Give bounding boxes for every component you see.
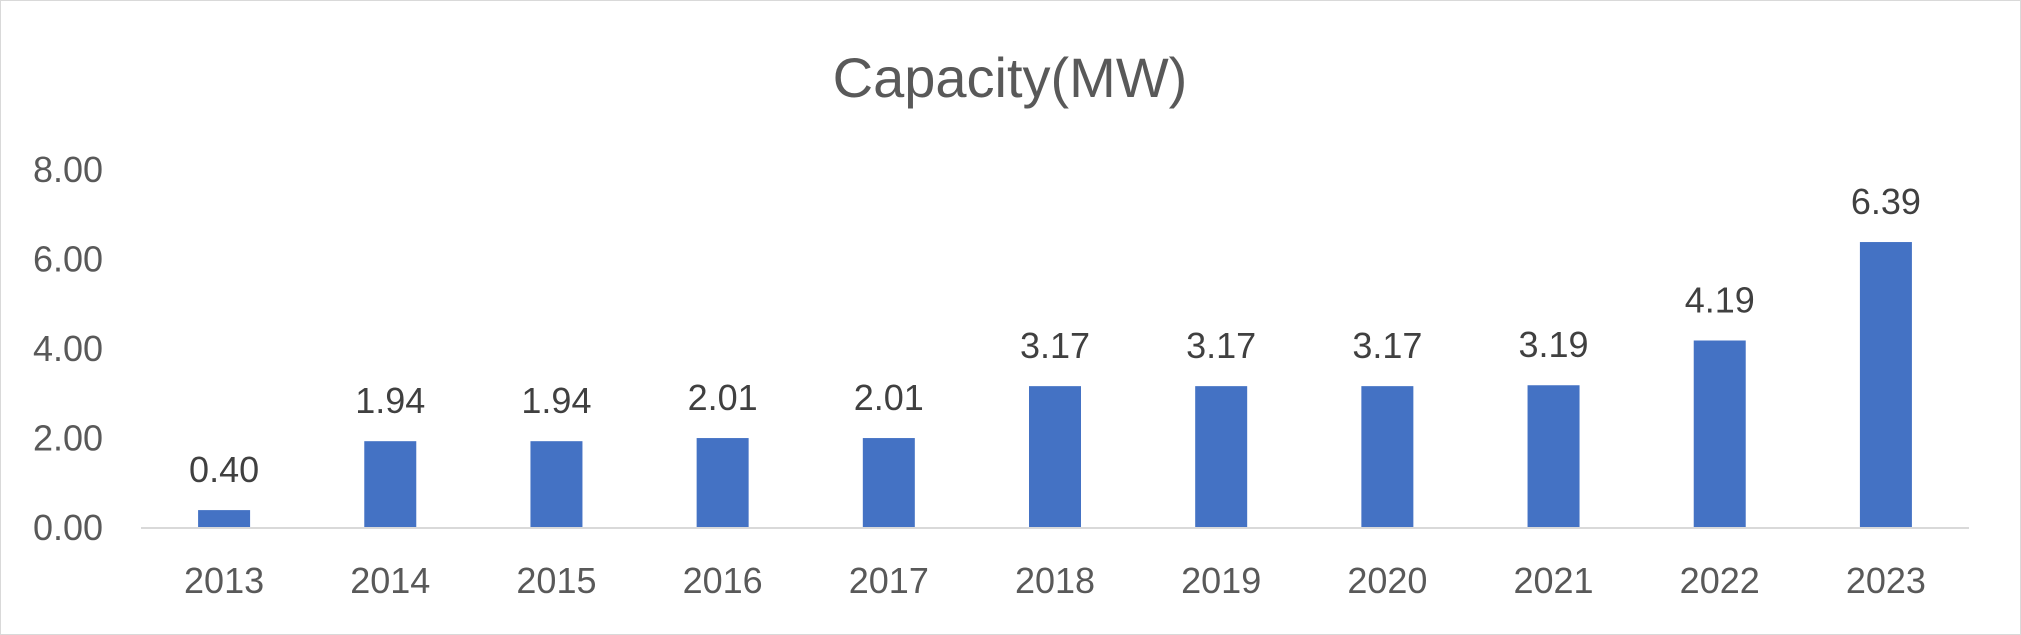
- bar-2015: [530, 441, 583, 528]
- bar-2016: [696, 438, 749, 528]
- x-tick-label-2017: 2017: [849, 560, 929, 601]
- data-label-2018: 3.17: [1020, 325, 1090, 366]
- bar-2019: [1195, 386, 1248, 528]
- x-axis-labels: 2013 2014 2015 2016 2017 2018 2019 2020 2021 2022…: [184, 560, 1926, 601]
- data-label-2016: 2.01: [688, 377, 758, 418]
- y-tick-label: 6.00: [33, 239, 103, 280]
- y-tick-label: 0.00: [33, 507, 103, 548]
- y-axis-labels: 0.00 2.00 4.00 6.00 8.00: [33, 149, 103, 548]
- x-tick-label-2022: 2022: [1680, 560, 1760, 601]
- bar-2017: [862, 438, 915, 528]
- x-tick-label-2016: 2016: [683, 560, 763, 601]
- bar-2014: [364, 441, 417, 528]
- x-tick-label-2021: 2021: [1513, 560, 1593, 601]
- x-tick-label-2019: 2019: [1181, 560, 1261, 601]
- x-tick-label-2014: 2014: [350, 560, 430, 601]
- data-label-2021: 3.19: [1519, 324, 1589, 365]
- data-label-2015: 1.94: [521, 380, 591, 421]
- bar-2022: [1693, 340, 1746, 528]
- data-label-2019: 3.17: [1186, 325, 1256, 366]
- bar-2023: [1859, 242, 1912, 529]
- bar-2013: [198, 510, 251, 528]
- y-tick-label: 4.00: [33, 328, 103, 369]
- bar-2021: [1527, 385, 1580, 528]
- x-tick-label-2018: 2018: [1015, 560, 1095, 601]
- y-tick-label: 2.00: [33, 418, 103, 459]
- data-label-2017: 2.01: [854, 377, 924, 418]
- x-tick-label-2020: 2020: [1347, 560, 1427, 601]
- data-labels: 0.40 1.94 1.94 2.01 2.01 3.17 3.17 3.17 3.19 4.19…: [189, 181, 1921, 490]
- data-label-2013: 0.40: [189, 449, 259, 490]
- data-label-2020: 3.17: [1352, 325, 1422, 366]
- data-label-2023: 6.39: [1851, 181, 1921, 222]
- bar-2020: [1361, 386, 1414, 528]
- x-tick-label-2013: 2013: [184, 560, 264, 601]
- bars: [198, 242, 1912, 529]
- bar-2018: [1029, 386, 1081, 528]
- data-label-2014: 1.94: [355, 380, 425, 421]
- x-tick-label-2015: 2015: [516, 560, 596, 601]
- y-tick-label: 8.00: [33, 149, 103, 190]
- data-label-2022: 4.19: [1685, 279, 1755, 320]
- chart-title: Capacity(MW): [833, 46, 1188, 109]
- x-tick-label-2023: 2023: [1846, 560, 1926, 601]
